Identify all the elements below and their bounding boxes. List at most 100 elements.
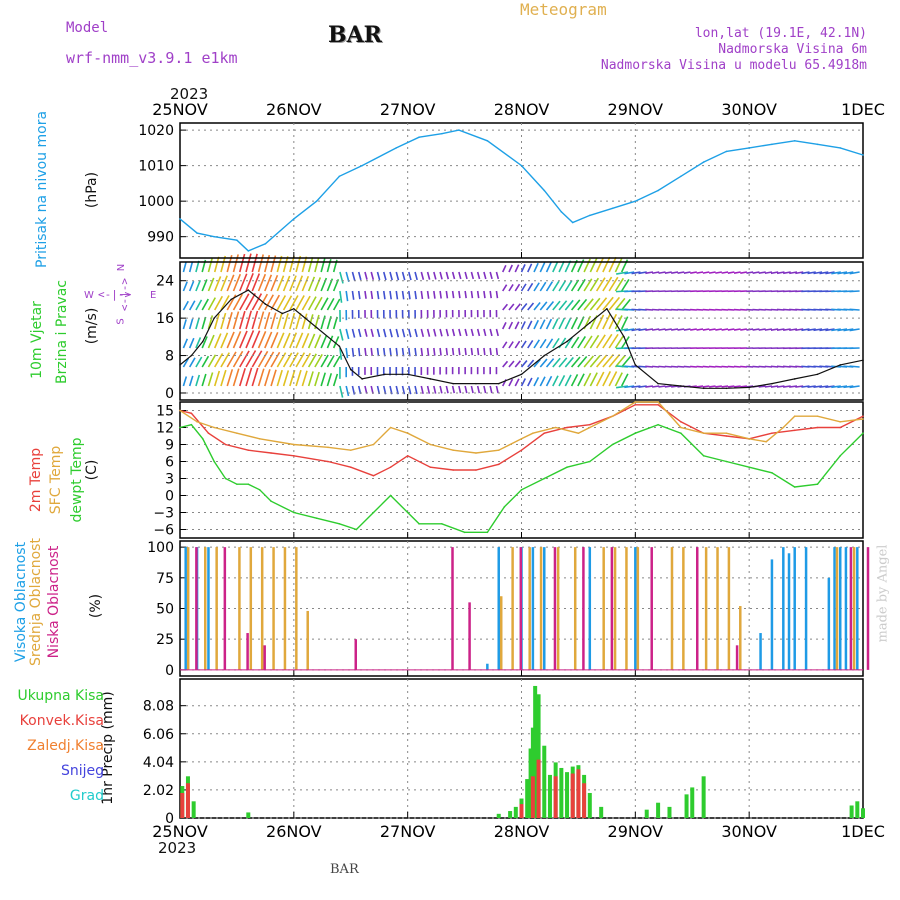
wind-arrow: [357, 290, 361, 300]
wind-arrow: [326, 355, 335, 368]
panel-frame: [179, 261, 864, 401]
wind-arrow: [533, 301, 541, 311]
data-point: [236, 239, 238, 242]
data-point: [361, 378, 363, 380]
data-point: [589, 460, 591, 463]
wind-arrow: [608, 296, 621, 311]
wind-arrow: [401, 328, 406, 338]
wind-arrow: [558, 280, 567, 292]
wind-arrow: [602, 276, 613, 292]
wind-arrow: [201, 316, 207, 330]
data-point: [264, 303, 267, 305]
wind-arrow: [721, 271, 729, 274]
lonlat: lon,lat (19.1E, 42.1N): [694, 26, 867, 41]
wind-arrow: [301, 370, 308, 387]
data-point: [270, 452, 272, 454]
wind-arrow: [658, 385, 666, 388]
wind-arrow: [188, 261, 194, 273]
wind-arrow: [843, 271, 854, 275]
wind-arrow: [502, 284, 508, 292]
precip-legend: Ukupna Kisa Konvek.Kisa Zaledj.Kisa Snij…: [0, 684, 110, 809]
wind-arrow: [445, 385, 449, 394]
legend-total: Ukupna Kisa: [17, 688, 104, 704]
x-tick-label-top: 25NOV: [152, 100, 208, 119]
wind-arrow: [351, 290, 355, 300]
wind-arrow: [301, 295, 311, 311]
wind-arrow: [282, 295, 293, 311]
bar: [547, 774, 552, 818]
data-point: [441, 523, 443, 525]
wind-arrow: [577, 298, 588, 311]
data-point: [452, 449, 455, 451]
wind-arrow: [276, 352, 287, 368]
data-point: [270, 500, 272, 502]
wind-arrow: [207, 354, 217, 368]
wind-arrow: [564, 317, 572, 330]
wind-arrow: [364, 347, 367, 356]
wind-arrow: [558, 374, 566, 387]
data-point: [429, 466, 432, 468]
wind-arrow: [495, 271, 500, 280]
wind-arrow: [182, 281, 188, 292]
wind-arrow: [645, 385, 654, 388]
x-tick-label-top: 26NOV: [266, 100, 322, 119]
y-tick-label: 0: [165, 663, 174, 679]
wind-arrow: [558, 317, 566, 330]
wind-arrow: [451, 290, 455, 299]
bar: [587, 792, 592, 818]
data-point: [793, 429, 796, 432]
wind-arrow: [813, 328, 823, 332]
wind-arrow: [414, 290, 417, 300]
wind-arrow: [226, 274, 235, 292]
wind-arrow: [314, 334, 322, 349]
wind-arrow: [782, 385, 791, 388]
wind-arrow: [583, 298, 594, 311]
wind-arrow: [470, 328, 474, 337]
wind-arrow: [843, 385, 854, 389]
wind-arrow: [558, 357, 568, 368]
wind-arrow: [514, 360, 522, 368]
wind-arrow: [326, 298, 335, 311]
data-point: [230, 298, 233, 301]
wind-arrow: [401, 347, 405, 357]
wind-arrow: [483, 290, 486, 299]
data-point: [657, 189, 659, 192]
wind-arrow: [420, 271, 425, 280]
wind-arrow: [376, 271, 381, 281]
wind-arrow: [595, 334, 606, 349]
wind-arrow: [295, 332, 304, 349]
bar: [716, 547, 719, 670]
wind-arrow: [849, 290, 860, 293]
wind-arrow: [664, 271, 672, 275]
wind-arrow: [740, 271, 748, 274]
data-point: [372, 511, 375, 514]
wind-arrow: [702, 385, 710, 388]
wind-arrow: [552, 357, 561, 368]
wind-arrow: [289, 295, 299, 311]
wind-arrow: [552, 318, 559, 330]
data-point: [560, 211, 563, 213]
wind-arrow: [589, 334, 600, 349]
wind-arrow: [345, 385, 350, 397]
wind-arrow: [733, 271, 741, 274]
wind-arrow: [239, 330, 248, 349]
x-tick-label-top: 1DEC: [841, 100, 885, 119]
bar: [656, 802, 661, 818]
data-point: [589, 214, 591, 217]
wind-arrow: [251, 350, 263, 368]
wind-arrow: [401, 290, 405, 300]
wind-arrow: [245, 292, 256, 311]
wind-arrow: [533, 376, 540, 387]
wind-arrow: [182, 338, 189, 349]
wind-arrow: [220, 369, 227, 387]
wind-arrow: [631, 328, 641, 332]
wind-arrow: [332, 298, 341, 311]
wind-arrow: [264, 351, 275, 368]
bar: [528, 748, 533, 818]
wind-arrow: [752, 271, 760, 274]
wind-arrow: [420, 347, 424, 357]
bar: [246, 633, 249, 670]
data-point: [634, 432, 637, 434]
data-point: [486, 531, 489, 534]
